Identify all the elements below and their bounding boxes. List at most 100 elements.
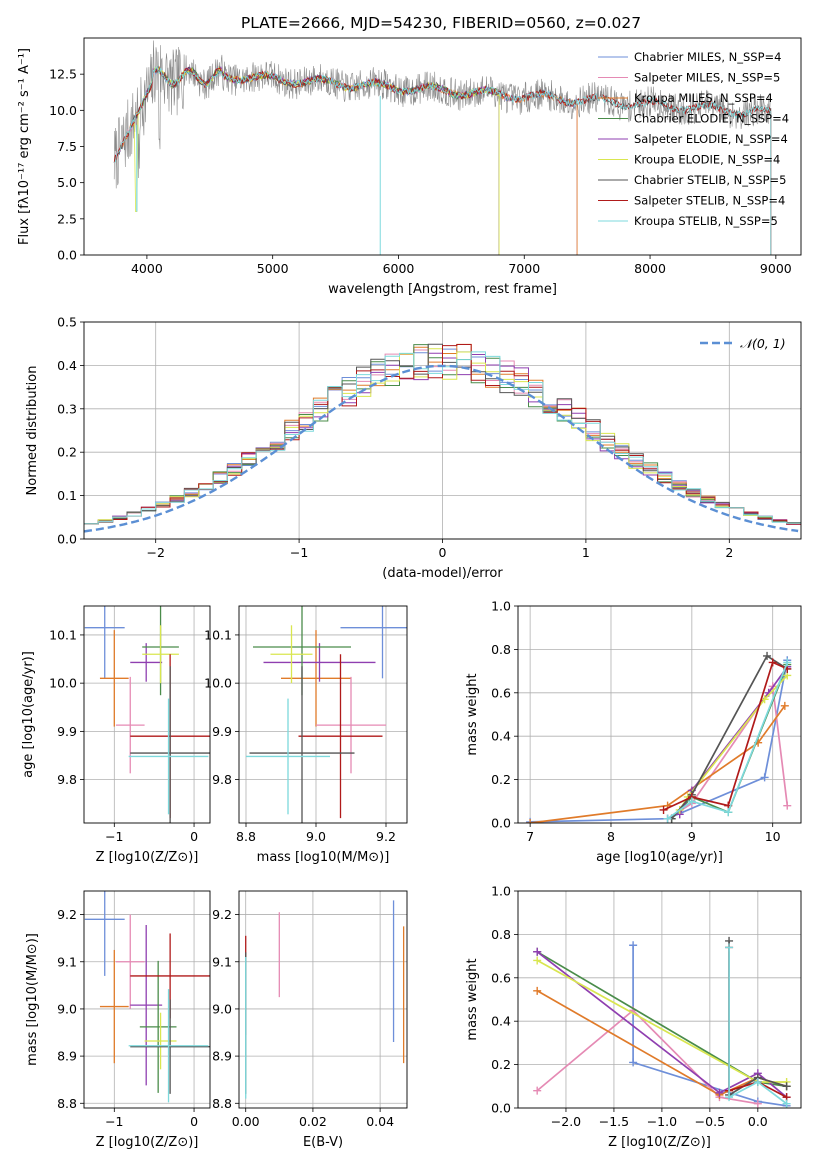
x-axis-label: wavelength [Angstrom, rest frame] xyxy=(328,282,557,297)
y-tick-label: 8.9 xyxy=(212,1049,232,1064)
weight-marker xyxy=(782,1082,791,1091)
legend: Chabrier MILES, N_SSP=4 Salpeter MILES, N… xyxy=(598,50,789,228)
x-tick-label: 0.04 xyxy=(366,1114,394,1129)
x-tick-label: −2.0 xyxy=(551,1114,581,1129)
y-tick-label: 0.4 xyxy=(491,729,511,744)
y-tick-label: 0.6 xyxy=(491,685,511,700)
x-tick-label: 1 xyxy=(582,545,590,560)
legend-entry: Salpeter ELODIE, N_SSP=4 xyxy=(634,132,788,146)
legend-entry: Chabrier ELODIE, N_SSP=4 xyxy=(634,112,789,126)
x-tick-label: −1 xyxy=(105,829,123,844)
weight-series-line xyxy=(529,705,786,823)
axes-frame xyxy=(83,605,211,824)
x-tick-label: 6000 xyxy=(383,261,415,276)
legend-entry: Chabrier MILES, N_SSP=4 xyxy=(634,50,781,64)
plot-area xyxy=(533,936,791,1108)
y-axis-label: mass weight xyxy=(465,673,480,755)
y-axis-label: mass [log10(M/M⊙)] xyxy=(25,933,40,1066)
y-tick-label: 8.8 xyxy=(212,1096,232,1111)
weight-marker xyxy=(629,941,638,950)
x-tick-label: 0.02 xyxy=(299,1114,327,1129)
y-tick-label: 9.1 xyxy=(57,954,77,969)
panel-residuals: −2 −1 0 1 2 0.0 0.1 0.2 0.3 0.4 0.5 (data-model)/er… xyxy=(25,315,802,581)
panel-weight_vs_Z: −2.0 −1.5 −1.0 −0.5 0.0 0.0 0.2 0.4 0.6 0.8 1.0 Z [… xyxy=(465,884,802,1150)
normal-reference-curve xyxy=(84,364,799,533)
panel-spectrum: 4000 5000 6000 7000 8000 9000 0.0 2.5 5.0 7.5 10.0… xyxy=(17,37,802,297)
y-tick-label: 0.4 xyxy=(57,358,77,373)
axes-frame xyxy=(517,605,802,824)
y-tick-label: 2.5 xyxy=(57,211,77,226)
y-tick-label: 0.6 xyxy=(491,970,511,985)
y-tick-label: 0.2 xyxy=(491,1057,511,1072)
weight-series-line xyxy=(667,662,789,820)
x-axis-label: E(B-V) xyxy=(303,1135,343,1150)
weight-marker xyxy=(763,651,772,660)
x-tick-label: 4000 xyxy=(131,261,163,276)
panel-weight_vs_age: 7 8 9 10 0.0 0.2 0.4 0.6 0.8 1.0 age [log10(age/yr… xyxy=(465,599,802,865)
weight-marker xyxy=(760,773,769,782)
plot-area xyxy=(84,891,210,1103)
x-axis-label: Z [log10(Z/Z⊙)] xyxy=(608,1135,711,1150)
x-tick-label: 9000 xyxy=(760,261,792,276)
weight-marker xyxy=(659,805,668,814)
y-tick-label: 8.9 xyxy=(57,1049,77,1064)
y-tick-label: 9.8 xyxy=(57,772,77,787)
y-tick-label: 10.1 xyxy=(49,627,77,642)
weight-marker xyxy=(725,943,734,952)
legend-entry: Kroupa ELODIE, N_SSP=4 xyxy=(634,153,780,167)
weight-marker xyxy=(533,947,542,956)
y-axis-label: mass weight xyxy=(465,958,480,1040)
x-tick-label: 7 xyxy=(526,829,534,844)
axes-frame xyxy=(238,605,408,824)
x-tick-label: −1.0 xyxy=(647,1114,677,1129)
weight-marker xyxy=(629,1058,638,1067)
spectrum-data-line xyxy=(113,40,772,189)
x-axis-label: Z [log10(Z/Z⊙)] xyxy=(96,1135,199,1150)
x-tick-label: 0 xyxy=(190,829,198,844)
axes-frame xyxy=(83,321,802,540)
axes-frame xyxy=(238,890,408,1109)
x-tick-label: −1 xyxy=(290,545,308,560)
y-tick-label: 0.3 xyxy=(57,401,77,416)
x-tick-label: −1.5 xyxy=(599,1114,629,1129)
y-tick-label: 0.0 xyxy=(57,248,77,263)
y-tick-label: 12.5 xyxy=(49,67,77,82)
weight-marker xyxy=(780,701,789,710)
panel-age_vs_Z: −1 0 9.8 9.9 10.0 10.1 Z [log10(Z/Z⊙)] age [log… xyxy=(21,605,211,865)
x-tick-label: 8000 xyxy=(634,261,666,276)
y-tick-label: 9.8 xyxy=(212,772,232,787)
panel-age_vs_mass: 8.8 9.0 9.2 9.8 9.9 10.0 10.1 mass [log10(M/M⊙)… xyxy=(204,605,408,865)
weight-marker xyxy=(724,808,733,817)
y-tick-label: 9.2 xyxy=(212,907,232,922)
y-tick-label: 9.9 xyxy=(57,724,77,739)
weight-marker xyxy=(783,801,792,810)
x-tick-label: 0 xyxy=(439,545,447,560)
plot-layer: 4000 5000 6000 7000 8000 90000.02.55.07.510.0… xyxy=(17,37,802,1150)
weight-series-line xyxy=(728,947,788,1105)
spectrum-series-line xyxy=(113,66,772,255)
axes-frame xyxy=(517,890,802,1109)
weight-marker xyxy=(533,986,542,995)
plot-area xyxy=(84,606,210,823)
plot-area xyxy=(245,900,405,1099)
x-axis-label: (data-model)/error xyxy=(382,566,503,581)
legend-entry: Kroupa STELIB, N_SSP=5 xyxy=(634,214,778,228)
y-tick-label: 5.0 xyxy=(57,175,77,190)
y-tick-label: 0.0 xyxy=(491,816,511,831)
y-tick-label: 0.0 xyxy=(491,1101,511,1116)
legend-entry: 𝒩(0, 1) xyxy=(740,336,786,351)
y-tick-label: 9.9 xyxy=(212,724,232,739)
x-tick-label: 9.2 xyxy=(376,829,396,844)
y-axis-label: Normed distribution xyxy=(25,366,40,496)
y-axis-label: Flux [fλ10⁻¹⁷ erg cm⁻² s⁻¹ A⁻¹] xyxy=(17,48,32,245)
y-tick-label: 10.0 xyxy=(49,676,77,691)
y-tick-label: 8.8 xyxy=(57,1096,77,1111)
x-tick-label: 0.00 xyxy=(232,1114,260,1129)
panel-mass_vs_ebv: 0.00 0.02 0.04 8.8 8.9 9.0 9.1 9.2 E(B-V) xyxy=(212,890,408,1150)
y-tick-label: 10.1 xyxy=(204,627,232,642)
x-tick-label: 9.0 xyxy=(306,829,326,844)
plot-area xyxy=(246,606,407,823)
y-tick-label: 0.5 xyxy=(57,315,77,330)
y-tick-label: 0.2 xyxy=(57,445,77,460)
